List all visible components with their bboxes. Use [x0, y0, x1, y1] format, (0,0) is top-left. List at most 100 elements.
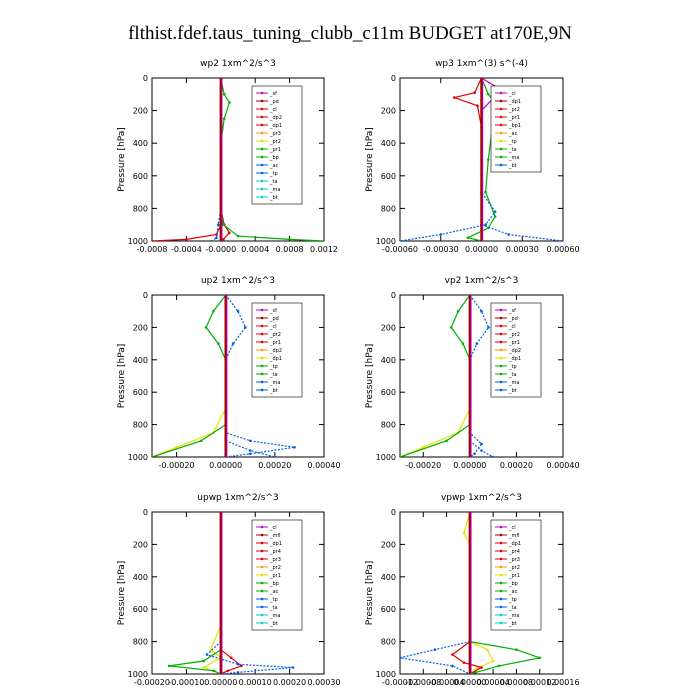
series-marker: [439, 233, 443, 236]
panel-4: upwp 1xm^2/s^3 Pressure [hPa] 0 200 400 600 80…: [117, 493, 341, 687]
legend-label: _bp: [269, 155, 279, 161]
legend-label: _pr1: [269, 573, 281, 579]
series-marker: [175, 445, 178, 449]
legend-label: _dp1: [269, 541, 282, 547]
legend-marker: [499, 115, 503, 119]
series-marker: [475, 342, 479, 345]
legend-label: _dp1: [508, 99, 521, 105]
legend-label: _dp1: [269, 123, 282, 129]
y-tick-label: 800: [133, 421, 148, 430]
series-marker: [456, 309, 460, 313]
legend-label: _cl: [508, 525, 516, 531]
panel-title: vp2 1xm^2/s^3: [445, 276, 519, 286]
legend-label: _pr2: [269, 332, 281, 338]
figure-title: flthist.fdef.taus_tuning_clubb_c11m BUDG…: [128, 23, 572, 44]
x-tick-label: 0.0012: [310, 245, 338, 254]
legend-label: _ma: [269, 380, 280, 386]
legend-marker: [260, 581, 264, 585]
series-marker: [199, 439, 203, 443]
legend-label: _ac: [269, 163, 279, 169]
legend-label: _cl: [508, 324, 516, 330]
legend-marker: [260, 155, 264, 159]
series-marker: [515, 648, 518, 651]
series-marker: [445, 439, 448, 443]
legend-label: _cl: [269, 525, 277, 531]
panel-title: wp2 1xm^2/s^3: [200, 59, 276, 69]
x-tick-label: 0.00000: [204, 678, 237, 687]
y-tick-label: 400: [133, 139, 148, 148]
series-marker: [400, 239, 402, 241]
legend-marker: [499, 340, 503, 344]
legend-marker: [260, 147, 264, 151]
legend-label: _ma: [508, 380, 519, 386]
series-marker: [451, 664, 454, 668]
series-marker: [474, 671, 477, 674]
legend-marker: [260, 589, 264, 593]
series-marker: [231, 342, 235, 345]
x-tick-label: -0.00010: [168, 678, 204, 687]
panel-title: upwp 1xm^2/s^3: [197, 493, 278, 503]
legend-label: _dp2: [269, 115, 282, 121]
y-axis-label: Pressure [hPa]: [117, 127, 127, 192]
series-marker: [400, 656, 402, 660]
series-marker: [222, 117, 226, 121]
legend-marker: [260, 340, 264, 344]
series-marker: [473, 452, 476, 456]
y-tick-label: 600: [133, 605, 148, 614]
series-marker: [507, 233, 510, 236]
legend-marker: [260, 187, 264, 191]
series-marker: [421, 445, 425, 449]
legend-marker: [499, 605, 503, 609]
legend-marker: [260, 99, 264, 103]
legend-label: _ac: [508, 131, 518, 137]
x-tick-label: 0.00040: [307, 461, 340, 470]
legend-marker: [260, 332, 264, 336]
y-tick-label: 600: [133, 388, 148, 397]
y-tick-label: 600: [133, 172, 148, 181]
series-marker: [480, 666, 483, 669]
y-tick-label: 1000: [376, 453, 396, 462]
legend-label: _bt: [269, 195, 278, 201]
series-marker: [453, 96, 456, 99]
y-tick-label: 200: [133, 107, 148, 116]
legend-label: _dp1: [508, 356, 521, 362]
legend-label: _dp2: [508, 348, 521, 354]
x-tick-label: 0.0004: [241, 245, 269, 254]
legend-marker: [260, 316, 264, 320]
legend-label: _sf: [269, 308, 277, 314]
legend-marker: [499, 597, 503, 601]
series-marker: [212, 669, 216, 673]
legend-marker: [499, 163, 503, 167]
series-line: [152, 295, 227, 457]
x-tick-label: -0.0004: [171, 245, 202, 254]
legend-label: _pr2: [508, 332, 520, 338]
series-marker: [466, 236, 470, 240]
legend-marker: [499, 139, 503, 143]
legend-marker: [499, 549, 503, 553]
legend-box: [251, 85, 303, 205]
panel-2: up2 1xm^2/s^3 Pressure [hPa] 0 200 400 600 800…: [117, 276, 341, 470]
series-marker: [167, 664, 171, 668]
x-tick-label: -0.00020: [134, 678, 170, 687]
y-tick-label: 0: [391, 508, 396, 517]
legend-label: _bt: [269, 388, 278, 394]
x-tick-label: 0.00040: [546, 461, 579, 470]
legend-marker: [260, 557, 264, 561]
legend-marker: [499, 372, 503, 376]
legend-label: _bp1: [508, 123, 521, 129]
series-marker: [273, 455, 277, 457]
legend-label: _ta: [269, 372, 278, 378]
y-tick-label: 200: [381, 323, 396, 332]
legend-label: _ma: [269, 187, 280, 193]
y-axis-label: Pressure [hPa]: [117, 561, 127, 626]
legend-marker: [260, 372, 264, 376]
series-marker: [293, 445, 296, 449]
panel-3: vp2 1xm^2/s^3 Pressure [hPa] 0 200 400 600 800…: [365, 276, 580, 470]
y-tick-label: 1000: [128, 670, 148, 679]
legend-marker: [499, 332, 503, 336]
series-marker: [236, 309, 240, 313]
legend-label: _pr3: [269, 557, 281, 563]
legend-marker: [499, 621, 503, 625]
legend-marker: [499, 348, 503, 352]
legend-marker: [499, 107, 503, 111]
